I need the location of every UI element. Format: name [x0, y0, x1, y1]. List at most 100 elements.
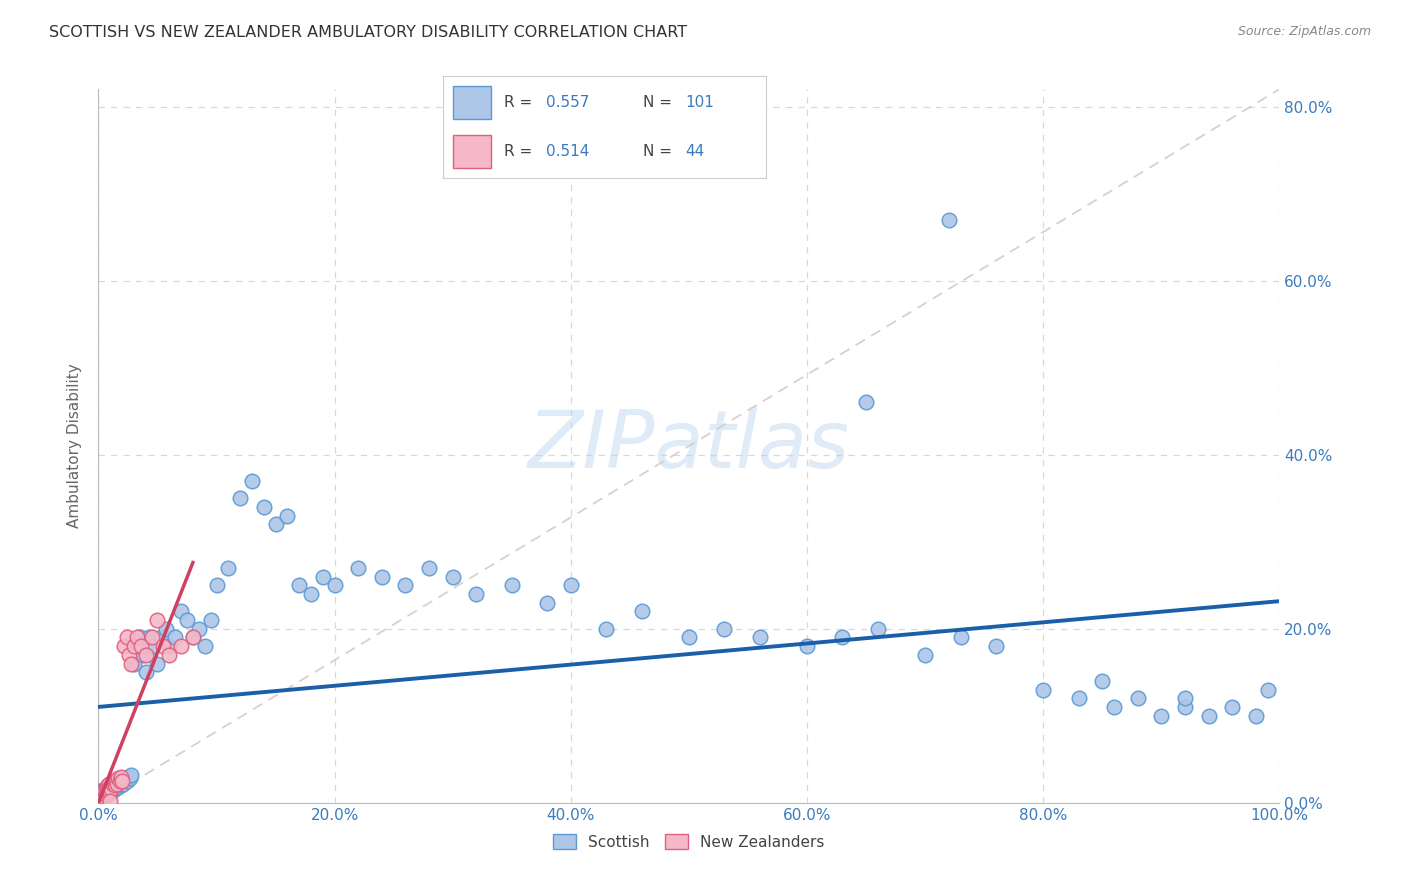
Point: [132, 648, 155, 662]
Point: [111, 774, 134, 789]
Point: [984, 639, 1007, 653]
Point: [394, 578, 416, 592]
Point: [713, 622, 735, 636]
Point: [94, 781, 117, 796]
Point: [98, 794, 121, 808]
Point: [200, 613, 222, 627]
Point: [855, 395, 877, 409]
Point: [152, 639, 174, 653]
Point: [1067, 691, 1090, 706]
Point: [108, 774, 131, 789]
Point: [1126, 691, 1149, 706]
FancyBboxPatch shape: [453, 87, 492, 119]
Point: [105, 778, 128, 792]
Point: [141, 631, 163, 645]
Point: [630, 604, 652, 618]
Point: [181, 631, 204, 645]
Point: [91, 784, 114, 798]
Point: [748, 631, 770, 645]
Point: [170, 604, 193, 618]
Point: [107, 780, 129, 794]
Point: [299, 587, 322, 601]
Point: [157, 648, 180, 662]
Text: R =: R =: [505, 145, 537, 160]
Point: [122, 657, 145, 671]
Point: [89, 791, 111, 805]
Point: [108, 776, 131, 790]
Point: [176, 613, 198, 627]
Point: [96, 781, 118, 796]
Point: [94, 783, 117, 797]
Point: [128, 631, 150, 645]
Point: [96, 786, 118, 800]
Point: [135, 665, 157, 680]
Text: 0.514: 0.514: [547, 145, 589, 160]
Point: [98, 780, 121, 794]
Point: [1220, 700, 1243, 714]
Point: [98, 784, 121, 798]
Point: [253, 500, 276, 514]
Point: [91, 789, 114, 803]
Point: [181, 631, 204, 645]
Text: ZIPatlas: ZIPatlas: [527, 407, 851, 485]
Point: [240, 474, 263, 488]
Point: [98, 779, 121, 793]
Point: [94, 788, 117, 802]
Point: [205, 578, 228, 592]
Point: [949, 631, 972, 645]
Point: [831, 631, 853, 645]
Point: [91, 787, 114, 801]
Point: [96, 780, 118, 794]
Point: [142, 639, 165, 653]
Point: [122, 639, 145, 653]
Point: [100, 785, 122, 799]
Point: [125, 639, 148, 653]
Point: [104, 778, 127, 792]
Point: [312, 569, 335, 583]
Point: [90, 789, 112, 803]
Point: [1091, 673, 1114, 688]
Point: [98, 777, 121, 791]
Point: [347, 561, 370, 575]
Point: [165, 631, 187, 645]
Point: [138, 631, 160, 645]
Point: [104, 781, 127, 796]
Point: [1032, 682, 1054, 697]
Point: [91, 784, 114, 798]
Point: [135, 648, 157, 662]
Point: [121, 657, 143, 671]
Point: [91, 782, 114, 797]
Point: [170, 639, 193, 653]
Text: 0.557: 0.557: [547, 95, 589, 110]
Point: [98, 783, 121, 797]
Point: [155, 622, 177, 636]
Y-axis label: Ambulatory Disability: Ambulatory Disability: [67, 364, 83, 528]
Point: [914, 648, 936, 662]
Point: [276, 508, 298, 523]
Point: [441, 569, 464, 583]
Point: [194, 639, 217, 653]
Text: SCOTTISH VS NEW ZEALANDER AMBULATORY DISABILITY CORRELATION CHART: SCOTTISH VS NEW ZEALANDER AMBULATORY DIS…: [49, 25, 688, 40]
Point: [91, 789, 114, 803]
Point: [97, 778, 120, 792]
Point: [501, 578, 523, 592]
Point: [187, 622, 209, 636]
Point: [157, 639, 180, 653]
Point: [323, 578, 346, 592]
Point: [103, 774, 125, 789]
Point: [127, 631, 149, 645]
Point: [120, 772, 142, 786]
Text: R =: R =: [505, 95, 537, 110]
Point: [371, 569, 394, 583]
Point: [796, 639, 818, 653]
Point: [90, 787, 112, 801]
Point: [150, 631, 173, 645]
Point: [91, 790, 114, 805]
Point: [595, 622, 617, 636]
Text: 44: 44: [686, 145, 704, 160]
Point: [101, 782, 124, 797]
Point: [93, 782, 115, 797]
Point: [146, 613, 169, 627]
Point: [98, 785, 121, 799]
Point: [560, 578, 582, 592]
